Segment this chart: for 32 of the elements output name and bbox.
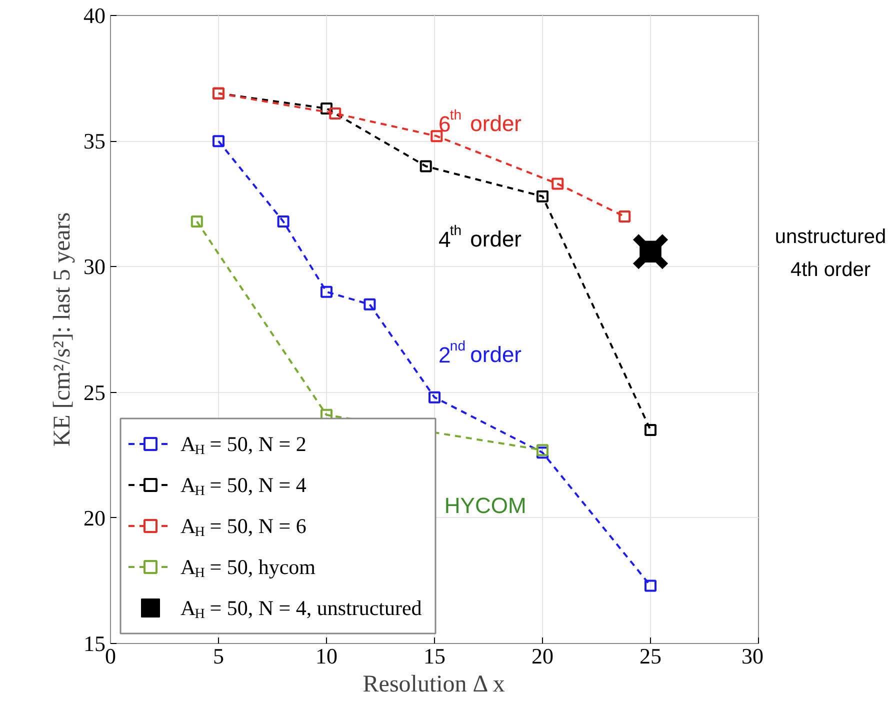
x-tick-label: 30 <box>742 644 764 668</box>
x-tick-label: 15 <box>424 644 446 668</box>
y-tick-label: 20 <box>84 505 106 530</box>
point <box>277 215 290 228</box>
point <box>320 286 332 298</box>
x-tick-label: 0 <box>105 644 116 668</box>
point <box>536 190 548 202</box>
y-tick-label: 30 <box>84 254 106 280</box>
point <box>190 215 203 228</box>
x-axis-title: Resolution Δ x <box>362 672 505 698</box>
point <box>644 424 656 436</box>
point <box>430 130 443 142</box>
point <box>329 107 342 120</box>
x-tick-label: 10 <box>316 644 338 668</box>
point <box>212 135 224 148</box>
y-axis-title: KE [cm²/s²]: last 5 years <box>50 212 76 447</box>
y-tick-label: 40 <box>84 3 106 28</box>
point <box>420 160 432 172</box>
x-tick-label: 5 <box>213 644 224 668</box>
text: unstructured 4th order <box>774 225 886 283</box>
point <box>552 178 564 190</box>
y-tick-label: 35 <box>84 128 106 154</box>
annotation: HYCOM <box>444 492 526 518</box>
y-tick-label: 25 <box>84 380 106 405</box>
point <box>364 298 376 310</box>
point <box>320 102 332 114</box>
point <box>618 210 631 222</box>
point <box>536 444 548 456</box>
x-tick-label: 20 <box>532 644 554 668</box>
x-tick-label: 25 <box>640 644 662 668</box>
point <box>428 391 440 404</box>
point <box>644 580 656 592</box>
